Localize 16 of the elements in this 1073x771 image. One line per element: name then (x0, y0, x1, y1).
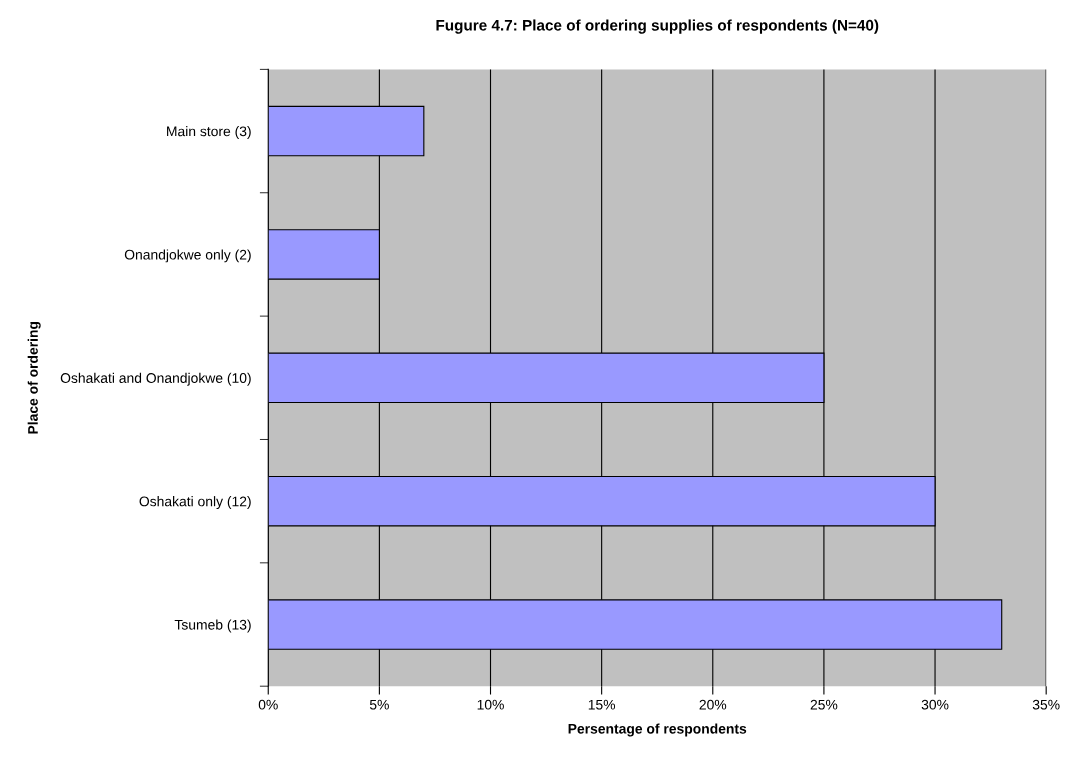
x-tick-label: 0% (258, 699, 278, 710)
x-tick-label: 20% (699, 699, 727, 710)
x-tick-label: 35% (1032, 699, 1060, 710)
x-tick-label: 5% (369, 699, 389, 710)
y-tick-label: Tsumeb (13) (174, 619, 251, 633)
x-axis-title: Persentage of respondents (568, 723, 747, 737)
y-axis-title: Place of ordering (27, 321, 41, 434)
x-tick-label: 30% (921, 699, 949, 710)
y-tick-label: Onandjokwe only (2) (124, 249, 251, 263)
chart-title: Fugure 4.7: Place of ordering supplies of respondents (N=40) (436, 19, 879, 34)
x-tick-label: 15% (588, 699, 616, 710)
x-tick-label: 25% (810, 699, 838, 710)
y-tick-label: Main store (3) (167, 126, 251, 139)
y-tick-label: Oshakati only (12) (139, 496, 251, 510)
y-tick-label: Oshakati and Onandjokwe (10) (60, 372, 251, 386)
x-tick-label: 10% (477, 699, 504, 710)
